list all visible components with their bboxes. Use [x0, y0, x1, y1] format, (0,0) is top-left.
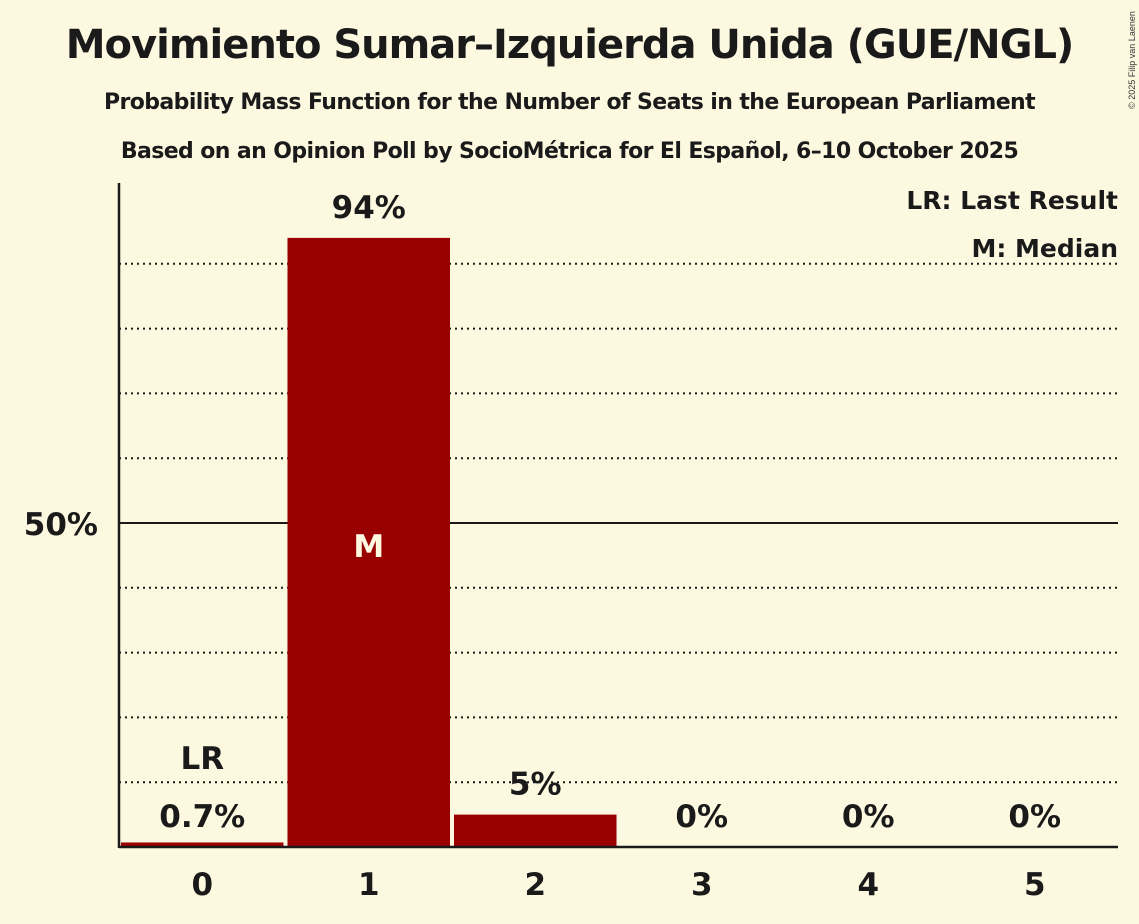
x-tick-label: 3 — [691, 867, 713, 903]
bar-0 — [121, 842, 284, 847]
legend-median: M: Median — [971, 234, 1118, 263]
value-label: 94% — [332, 190, 406, 226]
x-tick-label: 1 — [358, 867, 380, 903]
chart-source: Based on an Opinion Poll by SocioMétrica… — [120, 139, 1019, 164]
x-tick-label: 0 — [191, 867, 213, 903]
value-label: 0% — [675, 799, 728, 835]
x-tick-label: 5 — [1024, 867, 1046, 903]
median-marker: M — [353, 529, 384, 565]
value-label: 0% — [842, 799, 895, 835]
bar-2 — [454, 814, 617, 847]
value-label: 0% — [1008, 799, 1061, 835]
last-result-marker: LR — [180, 741, 224, 777]
x-tick-label: 4 — [857, 867, 879, 903]
chart-title: Movimiento Sumar–Izquierda Unida (GUE/NG… — [65, 22, 1075, 68]
value-label: 5% — [509, 767, 562, 803]
value-label: 0.7% — [159, 799, 245, 835]
x-tick-label: 2 — [524, 867, 546, 903]
legend-last-result: LR: Last Result — [906, 186, 1118, 215]
y-tick-label: 50% — [24, 507, 98, 543]
chart-subtitle: Probability Mass Function for the Number… — [104, 90, 1036, 115]
bar-1 — [287, 237, 450, 847]
